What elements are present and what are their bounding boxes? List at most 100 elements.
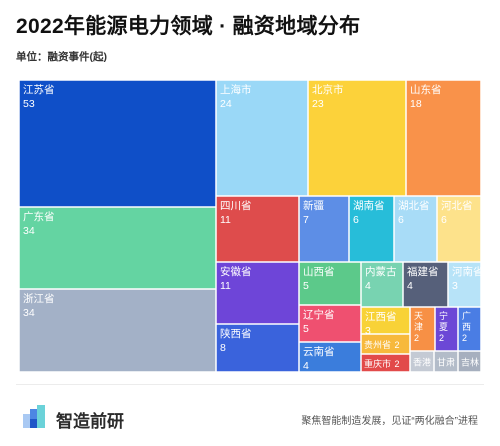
treemap-label: 新疆	[303, 199, 324, 212]
treemap-value: 2	[462, 333, 467, 343]
treemap-label: 宁夏	[439, 310, 448, 332]
treemap-cell-1[interactable]: 广东省 34	[19, 207, 216, 289]
treemap-cell-2[interactable]: 浙江省 34	[19, 289, 216, 372]
treemap-cell-27[interactable]: 吉林 1	[458, 351, 487, 372]
treemap-value: 4	[303, 360, 309, 372]
treemap-label: 山西省	[303, 265, 335, 278]
treemap-cell-24[interactable]: 重庆市 2	[361, 354, 410, 372]
treemap-value: 6	[441, 214, 447, 226]
treemap-value: 4	[365, 280, 371, 292]
treemap-rect[interactable]	[403, 262, 448, 307]
treemap-value: 6	[353, 214, 359, 226]
treemap-value: 7	[303, 214, 309, 226]
treemap-cell-3[interactable]: 上海市 24	[216, 80, 308, 196]
treemap-rect[interactable]	[308, 80, 406, 196]
treemap-cell-6[interactable]: 四川省 11	[216, 196, 299, 262]
treemap-label: 香港	[413, 357, 431, 368]
treemap-rect[interactable]	[361, 307, 410, 334]
treemap-value: 2	[439, 333, 444, 343]
treemap-value: 24	[220, 98, 232, 110]
treemap-value: 2	[414, 333, 419, 343]
treemap-cell-16[interactable]: 内蒙古 4	[361, 262, 403, 307]
treemap-cell-4[interactable]: 北京市 23	[308, 80, 406, 196]
treemap-value: 18	[410, 98, 422, 110]
treemap-label: 吉林	[461, 357, 479, 368]
treemap-cell-22[interactable]: 广西2	[458, 307, 481, 351]
treemap-rect[interactable]	[216, 80, 308, 196]
footer-divider	[16, 384, 484, 385]
treemap-rect[interactable]	[216, 324, 299, 372]
treemap-rect[interactable]	[434, 351, 458, 372]
treemap-cell-5[interactable]: 山东省 18	[406, 80, 481, 196]
treemap-label: 内蒙古	[365, 265, 397, 278]
treemap-label: 北京市	[312, 83, 344, 96]
treemap-rect[interactable]	[448, 262, 481, 307]
treemap-cell-7[interactable]: 安徽省 11	[216, 262, 299, 324]
treemap-value: 2	[395, 340, 400, 350]
treemap-label: 贵州省	[364, 339, 391, 350]
treemap-cell-23[interactable]: 贵州省 2	[361, 334, 410, 354]
treemap-cell-19[interactable]: 江西省 3	[361, 307, 410, 337]
treemap-label: 甘肃	[437, 357, 455, 368]
treemap-rect[interactable]	[361, 354, 410, 372]
treemap-rect[interactable]	[458, 351, 481, 372]
treemap-value: 8	[220, 342, 226, 354]
treemap-label: 湖北省	[398, 199, 430, 212]
treemap-cell-13[interactable]: 山西省 5	[299, 262, 361, 305]
treemap-label: 重庆市	[364, 358, 391, 369]
treemap-label: 陕西省	[220, 327, 252, 340]
treemap-cell-9[interactable]: 新疆 7	[299, 196, 349, 262]
treemap-cell-21[interactable]: 宁夏2	[435, 307, 458, 351]
treemap-rect[interactable]	[19, 289, 216, 372]
treemap-rect[interactable]	[394, 196, 437, 262]
footer-brand: 智造前研	[56, 412, 124, 431]
treemap-value: 2	[395, 359, 400, 369]
treemap-label: 广东省	[23, 210, 55, 223]
brand-logo-icon	[23, 405, 45, 428]
treemap-rect[interactable]	[406, 80, 481, 196]
treemap-cell-10[interactable]: 湖南省 6	[349, 196, 394, 262]
treemap-label: 广西	[462, 310, 471, 332]
treemap-value: 34	[23, 225, 35, 237]
treemap-value: 53	[23, 98, 35, 110]
treemap-rect[interactable]	[299, 196, 349, 262]
treemap-label: 云南省	[303, 345, 335, 358]
treemap-rect[interactable]	[299, 342, 361, 372]
treemap-cell-0[interactable]: 江苏省 53	[19, 80, 216, 207]
treemap-cell-12[interactable]: 河北省 6	[437, 196, 481, 262]
treemap-value: 1	[482, 358, 487, 368]
treemap-rect[interactable]	[410, 351, 434, 372]
treemap-rect[interactable]	[19, 207, 216, 289]
treemap-cell-20[interactable]: 天津2	[410, 307, 435, 351]
treemap-rect[interactable]	[216, 196, 299, 262]
treemap-rect[interactable]	[435, 307, 458, 351]
unit-label: 单位：融资事件(起)	[16, 51, 107, 63]
treemap-cell-14[interactable]: 辽宁省 5	[299, 305, 361, 342]
treemap-label: 辽宁省	[303, 308, 335, 321]
treemap-cell-17[interactable]: 福建省 4	[403, 262, 448, 307]
treemap-value: 11	[220, 214, 231, 226]
treemap-rect[interactable]	[19, 80, 216, 207]
treemap-label: 天津	[414, 311, 423, 332]
treemap-rect[interactable]	[410, 307, 435, 351]
treemap-cell-11[interactable]: 湖北省 6	[394, 196, 437, 262]
treemap-rect[interactable]	[216, 262, 299, 324]
treemap-rect[interactable]	[361, 334, 410, 354]
treemap-label: 浙江省	[23, 292, 55, 305]
treemap-cell-8[interactable]: 陕西省 8	[216, 324, 299, 372]
treemap-label: 安徽省	[220, 265, 252, 278]
treemap-value: 3	[452, 280, 458, 292]
treemap-rect[interactable]	[299, 262, 361, 305]
treemap-label: 河南省	[452, 265, 484, 278]
treemap-cell-18[interactable]: 河南省 3	[448, 262, 484, 307]
treemap-value: 4	[407, 280, 413, 292]
treemap-rect[interactable]	[299, 305, 361, 342]
treemap-label: 上海市	[220, 83, 252, 96]
treemap-rect[interactable]	[437, 196, 481, 262]
treemap-cell-15[interactable]: 云南省 4	[299, 342, 361, 372]
treemap-value: 11	[220, 280, 231, 292]
treemap-rect[interactable]	[458, 307, 481, 351]
treemap-value: 5	[303, 323, 309, 335]
treemap-rect[interactable]	[349, 196, 394, 262]
treemap-rect[interactable]	[361, 262, 403, 307]
